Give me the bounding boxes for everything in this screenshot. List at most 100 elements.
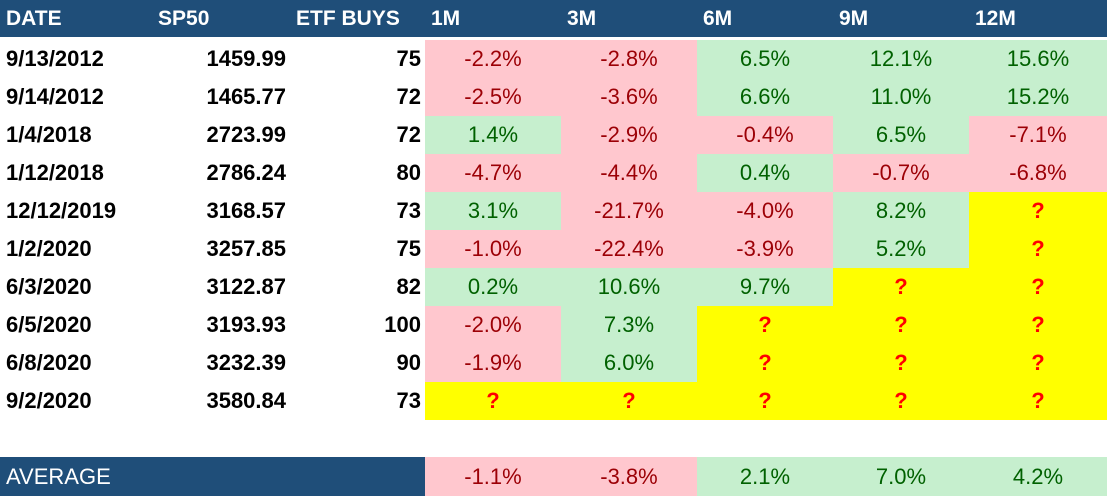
- return-cell: ?: [969, 230, 1107, 268]
- return-cell: ?: [561, 382, 697, 420]
- table-row: 9/13/2012 1459.99 75 -2.2% -2.8% 6.5% 12.1% 15.…: [0, 40, 1107, 78]
- return-cell: -0.4%: [697, 116, 833, 154]
- return-cell: ?: [697, 382, 833, 420]
- etf-buys-cell: 73: [396, 388, 421, 413]
- header-row: DATE SP50 ETF BUYS 1M 3M 6M 9M 12M: [0, 0, 1107, 37]
- return-cell: -4.4%: [561, 154, 697, 192]
- table-row: 6/3/2020 3122.87 82 0.2% 10.6% 9.7%??: [0, 268, 1107, 306]
- etf-buys-cell: 72: [396, 122, 421, 147]
- average-label: AVERAGE: [0, 457, 425, 496]
- average-row: AVERAGE -1.1% -3.8% 2.1% 7.0% 4.2%: [0, 457, 1107, 496]
- sp50-cell: 3193.93: [206, 312, 286, 337]
- table-row: 12/12/2019 3168.57 73 3.1% -21.7% -4.0% 8.2%?: [0, 192, 1107, 230]
- return-cell: 15.6%: [969, 40, 1107, 78]
- column-header: 6M: [703, 6, 733, 30]
- return-cell: 8.2%: [833, 192, 969, 230]
- etf-buys-cell: 73: [396, 198, 421, 223]
- return-cell: 6.6%: [697, 78, 833, 116]
- sp50-cell: 3232.39: [206, 350, 286, 375]
- return-cell: 1.4%: [425, 116, 561, 154]
- average-return-cell: 2.1%: [697, 457, 833, 496]
- column-header: 3M: [567, 6, 597, 30]
- column-header: 1M: [431, 6, 461, 30]
- column-header: 9M: [839, 6, 869, 30]
- etf-buys-cell: 75: [396, 46, 421, 71]
- return-cell: ?: [833, 306, 969, 344]
- average-return-cell: 7.0%: [833, 457, 969, 496]
- return-cell: 12.1%: [833, 40, 969, 78]
- average-return-cell: 4.2%: [969, 457, 1107, 496]
- etf-buys-cell: 72: [396, 84, 421, 109]
- return-cell: -4.0%: [697, 192, 833, 230]
- return-cell: -2.8%: [561, 40, 697, 78]
- date-cell: 12/12/2019: [6, 198, 117, 223]
- date-cell: 9/14/2012: [6, 84, 104, 109]
- return-cell: 0.4%: [697, 154, 833, 192]
- return-cell: ?: [833, 344, 969, 382]
- column-header: SP50: [158, 6, 210, 30]
- return-cell: -2.5%: [425, 78, 561, 116]
- return-cell: ?: [969, 268, 1107, 306]
- return-cell: 6.5%: [697, 40, 833, 78]
- date-cell: 6/3/2020: [6, 274, 92, 299]
- date-cell: 1/2/2020: [6, 236, 92, 261]
- date-cell: 1/4/2018: [6, 122, 92, 147]
- return-cell: -0.7%: [833, 154, 969, 192]
- average-return-cell: -1.1%: [425, 457, 561, 496]
- table-row: 6/5/2020 3193.93 100 -2.0% 7.3%???: [0, 306, 1107, 344]
- sp50-cell: 3257.85: [206, 236, 286, 261]
- column-header: 12M: [975, 6, 1016, 30]
- return-cell: -4.7%: [425, 154, 561, 192]
- etf-buys-cell: 82: [396, 274, 421, 299]
- return-cell: -7.1%: [969, 116, 1107, 154]
- return-cell: ?: [969, 306, 1107, 344]
- sp50-cell: 3122.87: [206, 274, 286, 299]
- table-row: 1/12/2018 2786.24 80 -4.7% -4.4% 0.4% -0.7% -6.…: [0, 154, 1107, 192]
- return-cell: 7.3%: [561, 306, 697, 344]
- table-row: 1/2/2020 3257.85 75 -1.0% -22.4% -3.9% 5.2%?: [0, 230, 1107, 268]
- etf-buys-cell: 80: [396, 160, 421, 185]
- table-row: 9/2/2020 3580.84 73?????: [0, 382, 1107, 420]
- return-cell: -1.0%: [425, 230, 561, 268]
- return-cell: 5.2%: [833, 230, 969, 268]
- return-cell: 9.7%: [697, 268, 833, 306]
- return-cell: 6.0%: [561, 344, 697, 382]
- return-cell: 3.1%: [425, 192, 561, 230]
- return-cell: 15.2%: [969, 78, 1107, 116]
- column-header: ETF BUYS: [296, 6, 400, 30]
- sp50-cell: 1465.77: [206, 84, 286, 109]
- sp50-cell: 1459.99: [206, 46, 286, 71]
- date-cell: 9/13/2012: [6, 46, 104, 71]
- return-cell: ?: [425, 382, 561, 420]
- return-cell: ?: [969, 192, 1107, 230]
- return-cell: 10.6%: [561, 268, 697, 306]
- table-row: 9/14/2012 1465.77 72 -2.5% -3.6% 6.6% 11.0% 15.…: [0, 78, 1107, 116]
- return-cell: -1.9%: [425, 344, 561, 382]
- return-cell: ?: [969, 382, 1107, 420]
- return-cell: ?: [697, 344, 833, 382]
- date-cell: 1/12/2018: [6, 160, 104, 185]
- return-cell: -3.6%: [561, 78, 697, 116]
- return-cell: ?: [697, 306, 833, 344]
- date-cell: 9/2/2020: [6, 388, 92, 413]
- table-row: 6/8/2020 3232.39 90 -1.9% 6.0%???: [0, 344, 1107, 382]
- return-cell: 0.2%: [425, 268, 561, 306]
- return-cell: ?: [969, 344, 1107, 382]
- column-header: DATE: [6, 6, 62, 30]
- date-cell: 6/8/2020: [6, 350, 92, 375]
- return-cell: -2.9%: [561, 116, 697, 154]
- sp50-cell: 2786.24: [206, 160, 286, 185]
- etf-buys-cell: 90: [396, 350, 421, 375]
- sp50-cell: 3168.57: [206, 198, 286, 223]
- sp50-cell: 2723.99: [206, 122, 286, 147]
- return-cell: ?: [833, 268, 969, 306]
- return-cell: -2.2%: [425, 40, 561, 78]
- date-cell: 6/5/2020: [6, 312, 92, 337]
- return-cell: -22.4%: [561, 230, 697, 268]
- return-cell: -2.0%: [425, 306, 561, 344]
- sp50-cell: 3580.84: [206, 388, 286, 413]
- return-cell: -3.9%: [697, 230, 833, 268]
- return-cell: 6.5%: [833, 116, 969, 154]
- return-cell: -6.8%: [969, 154, 1107, 192]
